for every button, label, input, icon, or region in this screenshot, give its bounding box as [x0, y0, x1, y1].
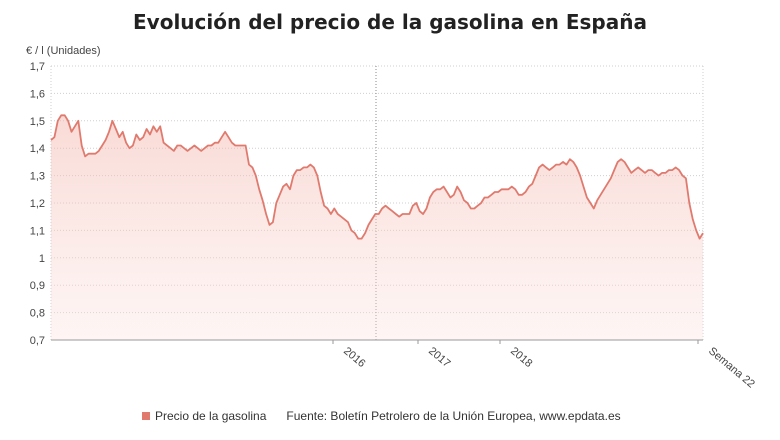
y-axis-label: € / l (Unidades)	[26, 45, 101, 57]
x-tick-label: Semana 22	[706, 345, 757, 390]
y-tick-label: 0,8	[30, 308, 45, 320]
legend: Precio de la gasolina Fuente: Boletín Pe…	[142, 409, 621, 423]
series-area-fill	[51, 115, 703, 340]
y-tick-label: 1,3	[30, 171, 45, 183]
y-tick-label: 0,9	[30, 280, 45, 292]
legend-series-label: Precio de la gasolina	[155, 409, 267, 423]
y-tick-label: 1,1	[30, 225, 45, 237]
source-note: Fuente: Boletín Petrolero de la Unión Eu…	[286, 409, 621, 423]
chart-title: Evolución del precio de la gasolina en E…	[133, 10, 647, 34]
y-tick-label: 1,4	[30, 143, 45, 155]
x-tick-label: 2017	[426, 345, 452, 370]
x-tick-label: 2018	[508, 345, 534, 370]
legend-swatch	[142, 412, 150, 420]
y-tick-label: 1	[39, 253, 45, 265]
x-tick-label: 2016	[341, 345, 367, 370]
y-tick-label: 0,7	[30, 335, 45, 347]
series-line	[50, 114, 704, 240]
y-tick-label: 1,7	[30, 61, 45, 73]
y-tick-label: 1,5	[30, 116, 45, 128]
y-tick-label: 1,2	[30, 198, 45, 210]
y-tick-label: 1,6	[30, 88, 45, 100]
